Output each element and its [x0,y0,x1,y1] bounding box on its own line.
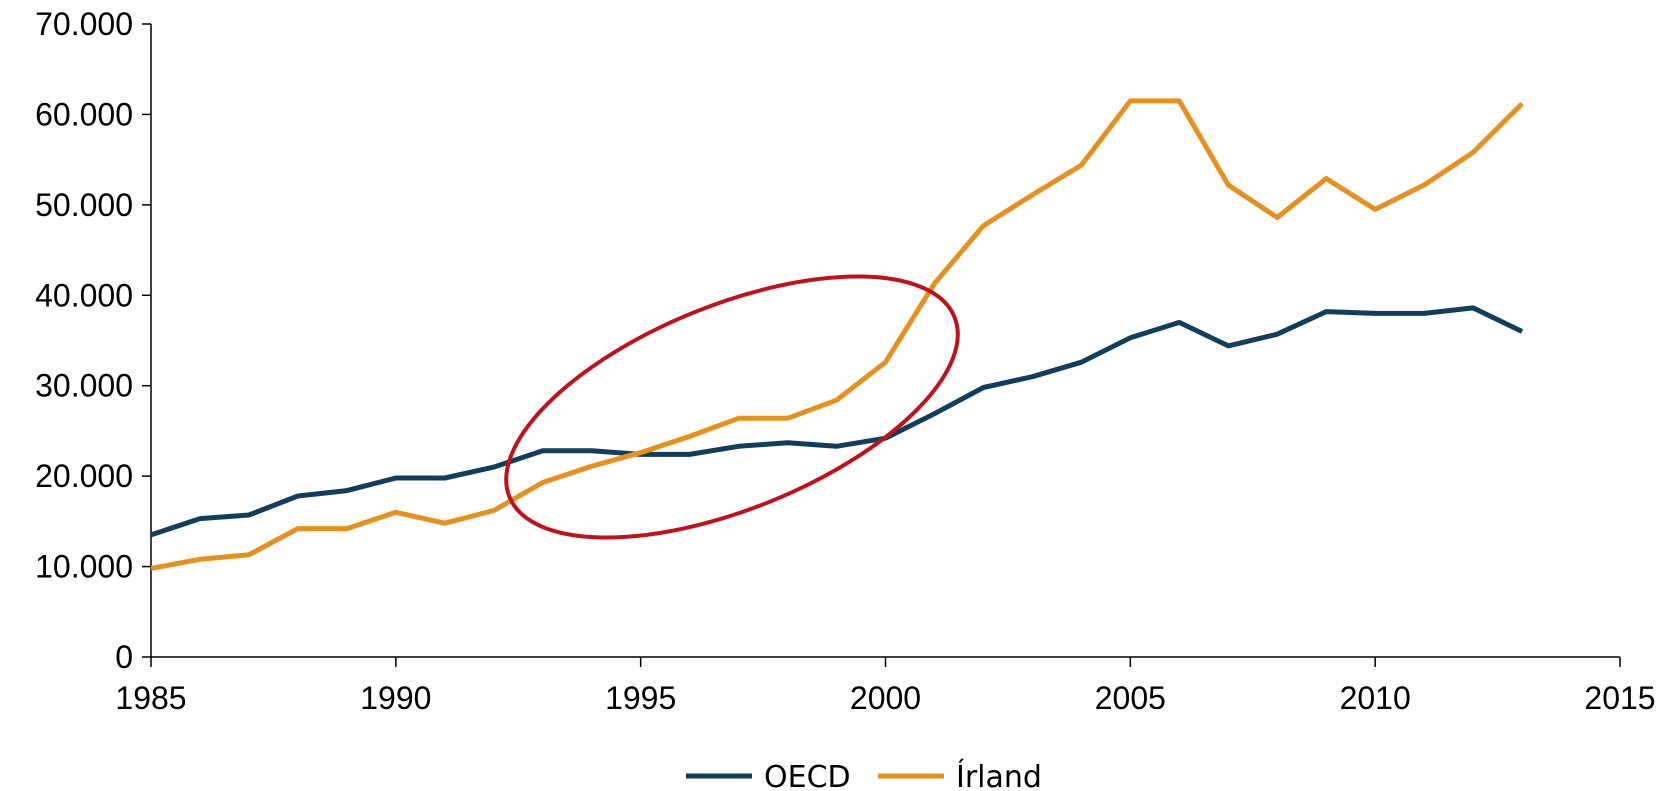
x-tick-label: 2000 [850,680,921,716]
x-tick-label: 2010 [1340,680,1411,716]
y-tick-label: 50.000 [35,187,133,223]
legend-label--rland: Írland [956,759,1042,791]
x-axis-ticks: 1985 1990 1995 2000 2005 2010 2015 [115,657,1656,716]
y-axis-ticks: 0 10.000 20.000 30.000 40.000 50.000 60.000 70.… [35,6,151,675]
y-tick-label: 40.000 [35,277,133,313]
y-tick-label: 30.000 [35,368,133,404]
series-layer [150,98,1524,571]
y-tick-label: 60.000 [35,96,133,132]
y-tick-label: 20.000 [35,458,133,494]
legend-label-oecd: OECD [764,760,851,791]
series-line-oecd [150,305,1524,538]
x-tick-label: 2015 [1584,680,1655,716]
x-tick-label: 1985 [115,680,186,716]
y-tick-label: 0 [115,639,133,675]
series-line--rland [150,98,1524,571]
legend: OECD Írland [686,759,1042,791]
x-tick-label: 2005 [1095,680,1166,716]
y-tick-label: 70.000 [35,6,133,42]
highlight-ellipse [504,274,960,540]
x-tick-label: 1990 [360,680,431,716]
y-tick-label: 10.000 [35,549,133,585]
x-tick-label: 1995 [605,680,676,716]
